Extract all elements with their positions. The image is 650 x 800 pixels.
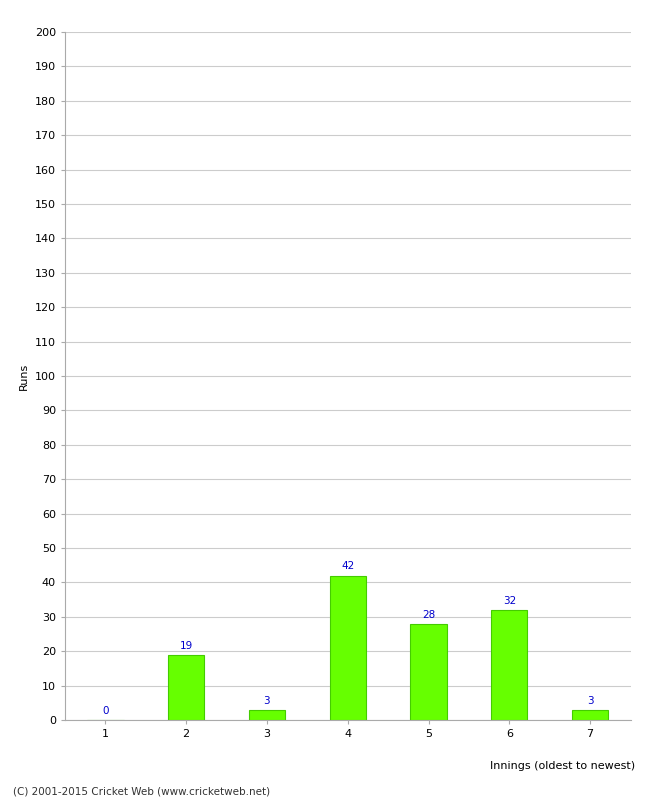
- X-axis label: Innings (oldest to newest): Innings (oldest to newest): [490, 762, 635, 771]
- Text: 32: 32: [502, 596, 516, 606]
- Bar: [491, 610, 528, 720]
- Bar: [572, 710, 608, 720]
- Text: 42: 42: [341, 562, 354, 571]
- Text: 19: 19: [179, 641, 193, 650]
- Bar: [249, 710, 285, 720]
- Text: 28: 28: [422, 610, 435, 619]
- Y-axis label: Runs: Runs: [20, 362, 29, 390]
- Text: 0: 0: [102, 706, 109, 716]
- Text: 3: 3: [264, 695, 270, 706]
- Text: 3: 3: [587, 695, 593, 706]
- Bar: [330, 575, 366, 720]
- Text: (C) 2001-2015 Cricket Web (www.cricketweb.net): (C) 2001-2015 Cricket Web (www.cricketwe…: [13, 786, 270, 796]
- Bar: [410, 624, 447, 720]
- Bar: [168, 654, 204, 720]
